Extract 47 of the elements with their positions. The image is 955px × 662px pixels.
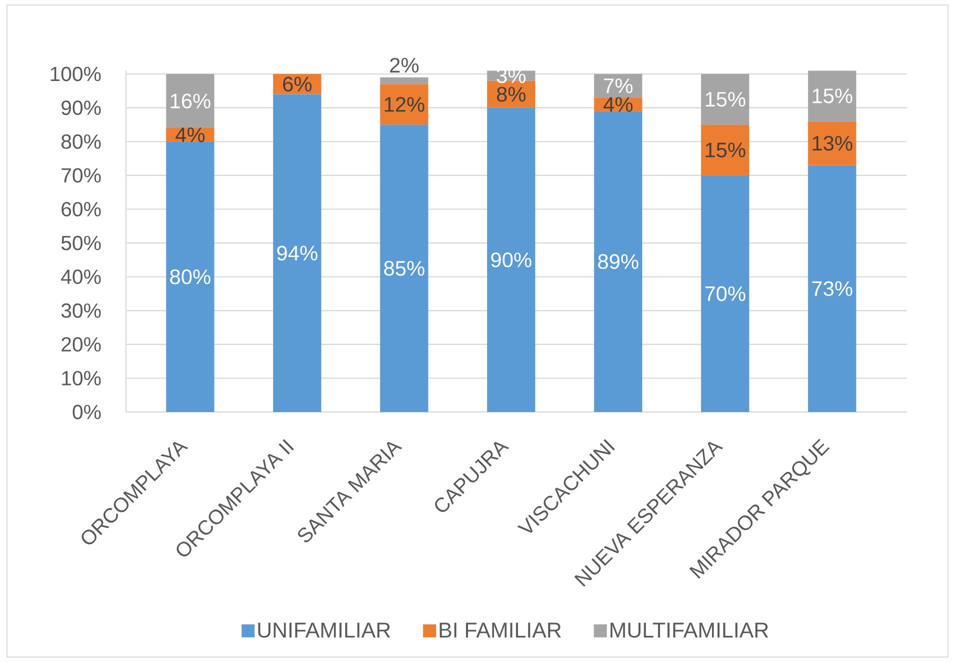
legend-label: MULTIFAMILIAR <box>610 622 768 638</box>
data-label: 73% <box>812 281 852 296</box>
bar <box>273 94 322 412</box>
data-label: 89% <box>598 254 638 269</box>
data-label: 4% <box>604 97 633 112</box>
bar <box>808 165 856 412</box>
data-label: 16% <box>170 94 210 108</box>
data-label: 15% <box>812 88 852 104</box>
data-label: 12% <box>384 97 424 112</box>
bar <box>166 142 214 412</box>
y-tick-label: 0% <box>72 404 101 420</box>
data-label: 85% <box>384 260 424 276</box>
bar <box>701 124 750 176</box>
y-tick-label: 90% <box>62 100 101 116</box>
bar <box>166 74 214 128</box>
y-tick-label: 40% <box>61 270 101 284</box>
data-label: 6% <box>283 76 312 92</box>
bar <box>380 124 428 412</box>
y-tick-label: 80% <box>61 134 101 149</box>
data-label: 8% <box>496 86 526 102</box>
data-label: 2% <box>390 58 419 73</box>
y-tick-label: 50% <box>61 236 101 250</box>
bar <box>701 175 750 412</box>
data-label: 15% <box>706 142 746 158</box>
y-tick-label: 10% <box>62 370 101 386</box>
data-label: 13% <box>812 136 852 151</box>
y-tick-label: 70% <box>62 168 101 183</box>
data-label: 80% <box>170 269 210 284</box>
bar <box>808 70 856 122</box>
data-label: 7% <box>604 78 633 94</box>
data-label: 94% <box>277 246 318 261</box>
bar <box>701 74 750 125</box>
bar <box>808 121 856 166</box>
bar <box>380 84 428 125</box>
y-tick-label: 100% <box>50 66 101 82</box>
data-label: 15% <box>706 92 746 107</box>
data-label: 4% <box>176 128 205 142</box>
bar <box>487 108 536 412</box>
data-label: 90% <box>491 252 532 268</box>
legend-label: BI FAMILIAR <box>440 622 561 638</box>
y-tick-label: 60% <box>62 202 101 216</box>
y-tick-label: 20% <box>62 337 101 352</box>
bar <box>594 111 642 412</box>
data-label: 70% <box>705 286 746 302</box>
y-tick-label: 30% <box>61 303 101 318</box>
legend-label: UNIFAMILIAR <box>258 622 390 638</box>
bar <box>380 77 428 84</box>
